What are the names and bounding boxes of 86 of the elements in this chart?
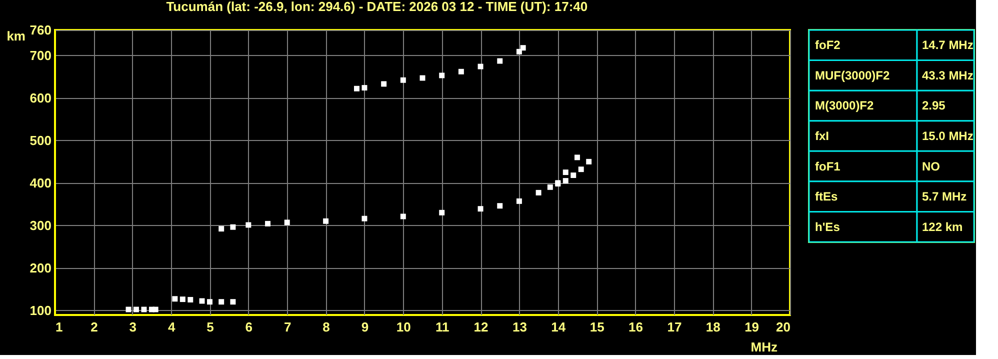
point — [323, 218, 329, 224]
text: 2.95 — [922, 98, 946, 113]
point — [547, 184, 553, 190]
x-tick-label: 9 — [361, 320, 369, 334]
point — [141, 306, 147, 312]
x-tick-label: 12 — [474, 320, 488, 334]
point — [574, 154, 580, 160]
x-tick-label: 11 — [435, 320, 450, 334]
point — [354, 86, 360, 92]
point — [218, 299, 224, 305]
point — [188, 296, 194, 302]
point — [180, 296, 186, 302]
category-label: h'Es — [815, 220, 840, 234]
x-tick-label: 13 — [512, 320, 527, 334]
point — [172, 296, 178, 302]
x-tick-label: 15 — [590, 320, 604, 334]
x-tick-label: 5 — [206, 320, 214, 334]
point — [284, 220, 290, 226]
point — [230, 224, 236, 230]
x-tick-label: 7 — [284, 320, 292, 334]
x-tick-label: 20 — [776, 320, 790, 334]
category-label: M(3000)F2 — [815, 98, 874, 113]
x-tick-label: 18 — [706, 320, 720, 334]
y-axis-title: km — [6, 28, 26, 44]
x-tick-label: 1 — [56, 320, 63, 334]
y-tick-label: 300 — [30, 218, 52, 233]
point — [562, 178, 568, 184]
category-label: foF2 — [815, 38, 841, 52]
category-label: ftEs — [815, 190, 838, 204]
point — [439, 72, 445, 78]
point — [497, 58, 503, 64]
point — [134, 306, 139, 312]
y-tick-label: 700 — [30, 48, 52, 63]
point — [230, 299, 236, 305]
point — [458, 68, 464, 74]
x-tick-label: 2 — [90, 320, 98, 334]
point — [439, 210, 445, 216]
category-label: MUF(3000)F2 — [815, 68, 890, 82]
text: 5.7 MHz — [922, 190, 967, 204]
y-tick-label: 100 — [30, 302, 52, 318]
point — [381, 81, 387, 87]
y-tick-label: 760 — [30, 22, 52, 38]
point — [362, 216, 368, 222]
x-axis-title: MHz — [750, 340, 778, 354]
text: 14.7 MHz — [922, 38, 974, 52]
text: 122 km — [922, 220, 963, 234]
x-tick-label: 14 — [551, 320, 566, 334]
text: NO — [922, 159, 940, 174]
point — [478, 206, 484, 212]
point — [497, 203, 503, 209]
x-tick-label: 3 — [129, 320, 136, 334]
point — [578, 166, 584, 172]
point — [126, 306, 132, 312]
point — [199, 298, 205, 304]
point — [520, 45, 526, 51]
y-tick-label: 200 — [30, 260, 52, 276]
x-tick-label: 19 — [744, 320, 760, 334]
point — [586, 158, 592, 164]
chart-title: Tucumán (lat: -26.9, lon: 294.6) - DATE: 2026 03 12 - TIME (UT): 17:40 — [166, 0, 588, 14]
x-tick-label: 6 — [245, 320, 253, 334]
point — [207, 299, 212, 305]
point — [570, 172, 576, 178]
category-label: fxI — [815, 129, 830, 143]
x-tick-label: 10 — [396, 320, 411, 334]
point — [562, 170, 568, 176]
x-tick-label: 16 — [628, 320, 643, 334]
point — [516, 48, 522, 54]
category-label: foF1 — [815, 159, 841, 174]
point — [400, 214, 406, 220]
x-tick-label: 4 — [168, 320, 176, 334]
text: 43.3 MHz — [922, 68, 974, 82]
y-tick-label: 400 — [30, 175, 52, 190]
x-tick-label: 17 — [667, 320, 682, 334]
point — [400, 77, 406, 83]
point — [478, 64, 484, 70]
point — [362, 85, 368, 91]
text: 15.0 MHz — [922, 129, 974, 143]
y-tick-label: 600 — [30, 90, 52, 106]
point — [218, 226, 224, 232]
point — [246, 222, 252, 228]
point — [536, 190, 542, 196]
point — [152, 306, 158, 312]
y-tick-label: 500 — [30, 132, 52, 148]
point — [265, 220, 270, 226]
x-tick-label: 8 — [322, 320, 330, 334]
point — [516, 198, 522, 204]
